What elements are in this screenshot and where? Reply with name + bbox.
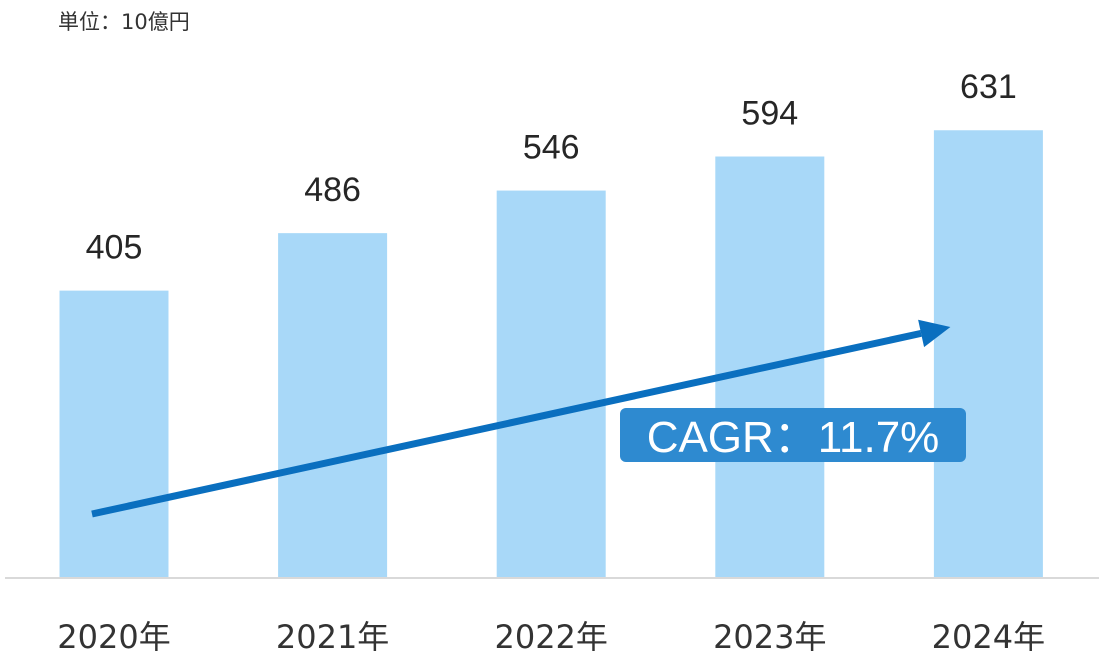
bar-2021年 [278, 233, 388, 579]
x-tick-label: 2024年 [932, 618, 1045, 656]
x-tick-label: 2022年 [494, 618, 607, 656]
unit-label: 単位：10億円 [58, 10, 190, 34]
trend-arrow-head [918, 319, 951, 348]
x-tick-label: 2020年 [57, 618, 170, 656]
data-labels-group: 405 486 546 594 631 [86, 68, 1017, 266]
cagr-badge-text: CAGR：11.7% [647, 413, 940, 462]
bar-2024年 [933, 130, 1043, 578]
bar-2022年 [496, 190, 606, 578]
bar-2020年 [59, 290, 169, 578]
x-tick-labels-group: 2020年 2021年 2022年 2023年 2024年 [57, 618, 1045, 656]
cagr-badge-background [620, 408, 966, 462]
cagr-badge: CAGR：11.7% [620, 408, 966, 462]
data-label: 486 [304, 171, 361, 209]
x-tick-label: 2023年 [713, 618, 826, 656]
data-label: 546 [523, 129, 580, 167]
cagr-trend-arrow [91, 319, 951, 518]
x-tick-label: 2021年 [276, 618, 389, 656]
data-label: 405 [86, 229, 143, 267]
data-label: 594 [741, 95, 798, 133]
bars-group [59, 130, 1043, 579]
trend-arrow-line [91, 329, 922, 518]
data-label: 631 [960, 68, 1017, 106]
